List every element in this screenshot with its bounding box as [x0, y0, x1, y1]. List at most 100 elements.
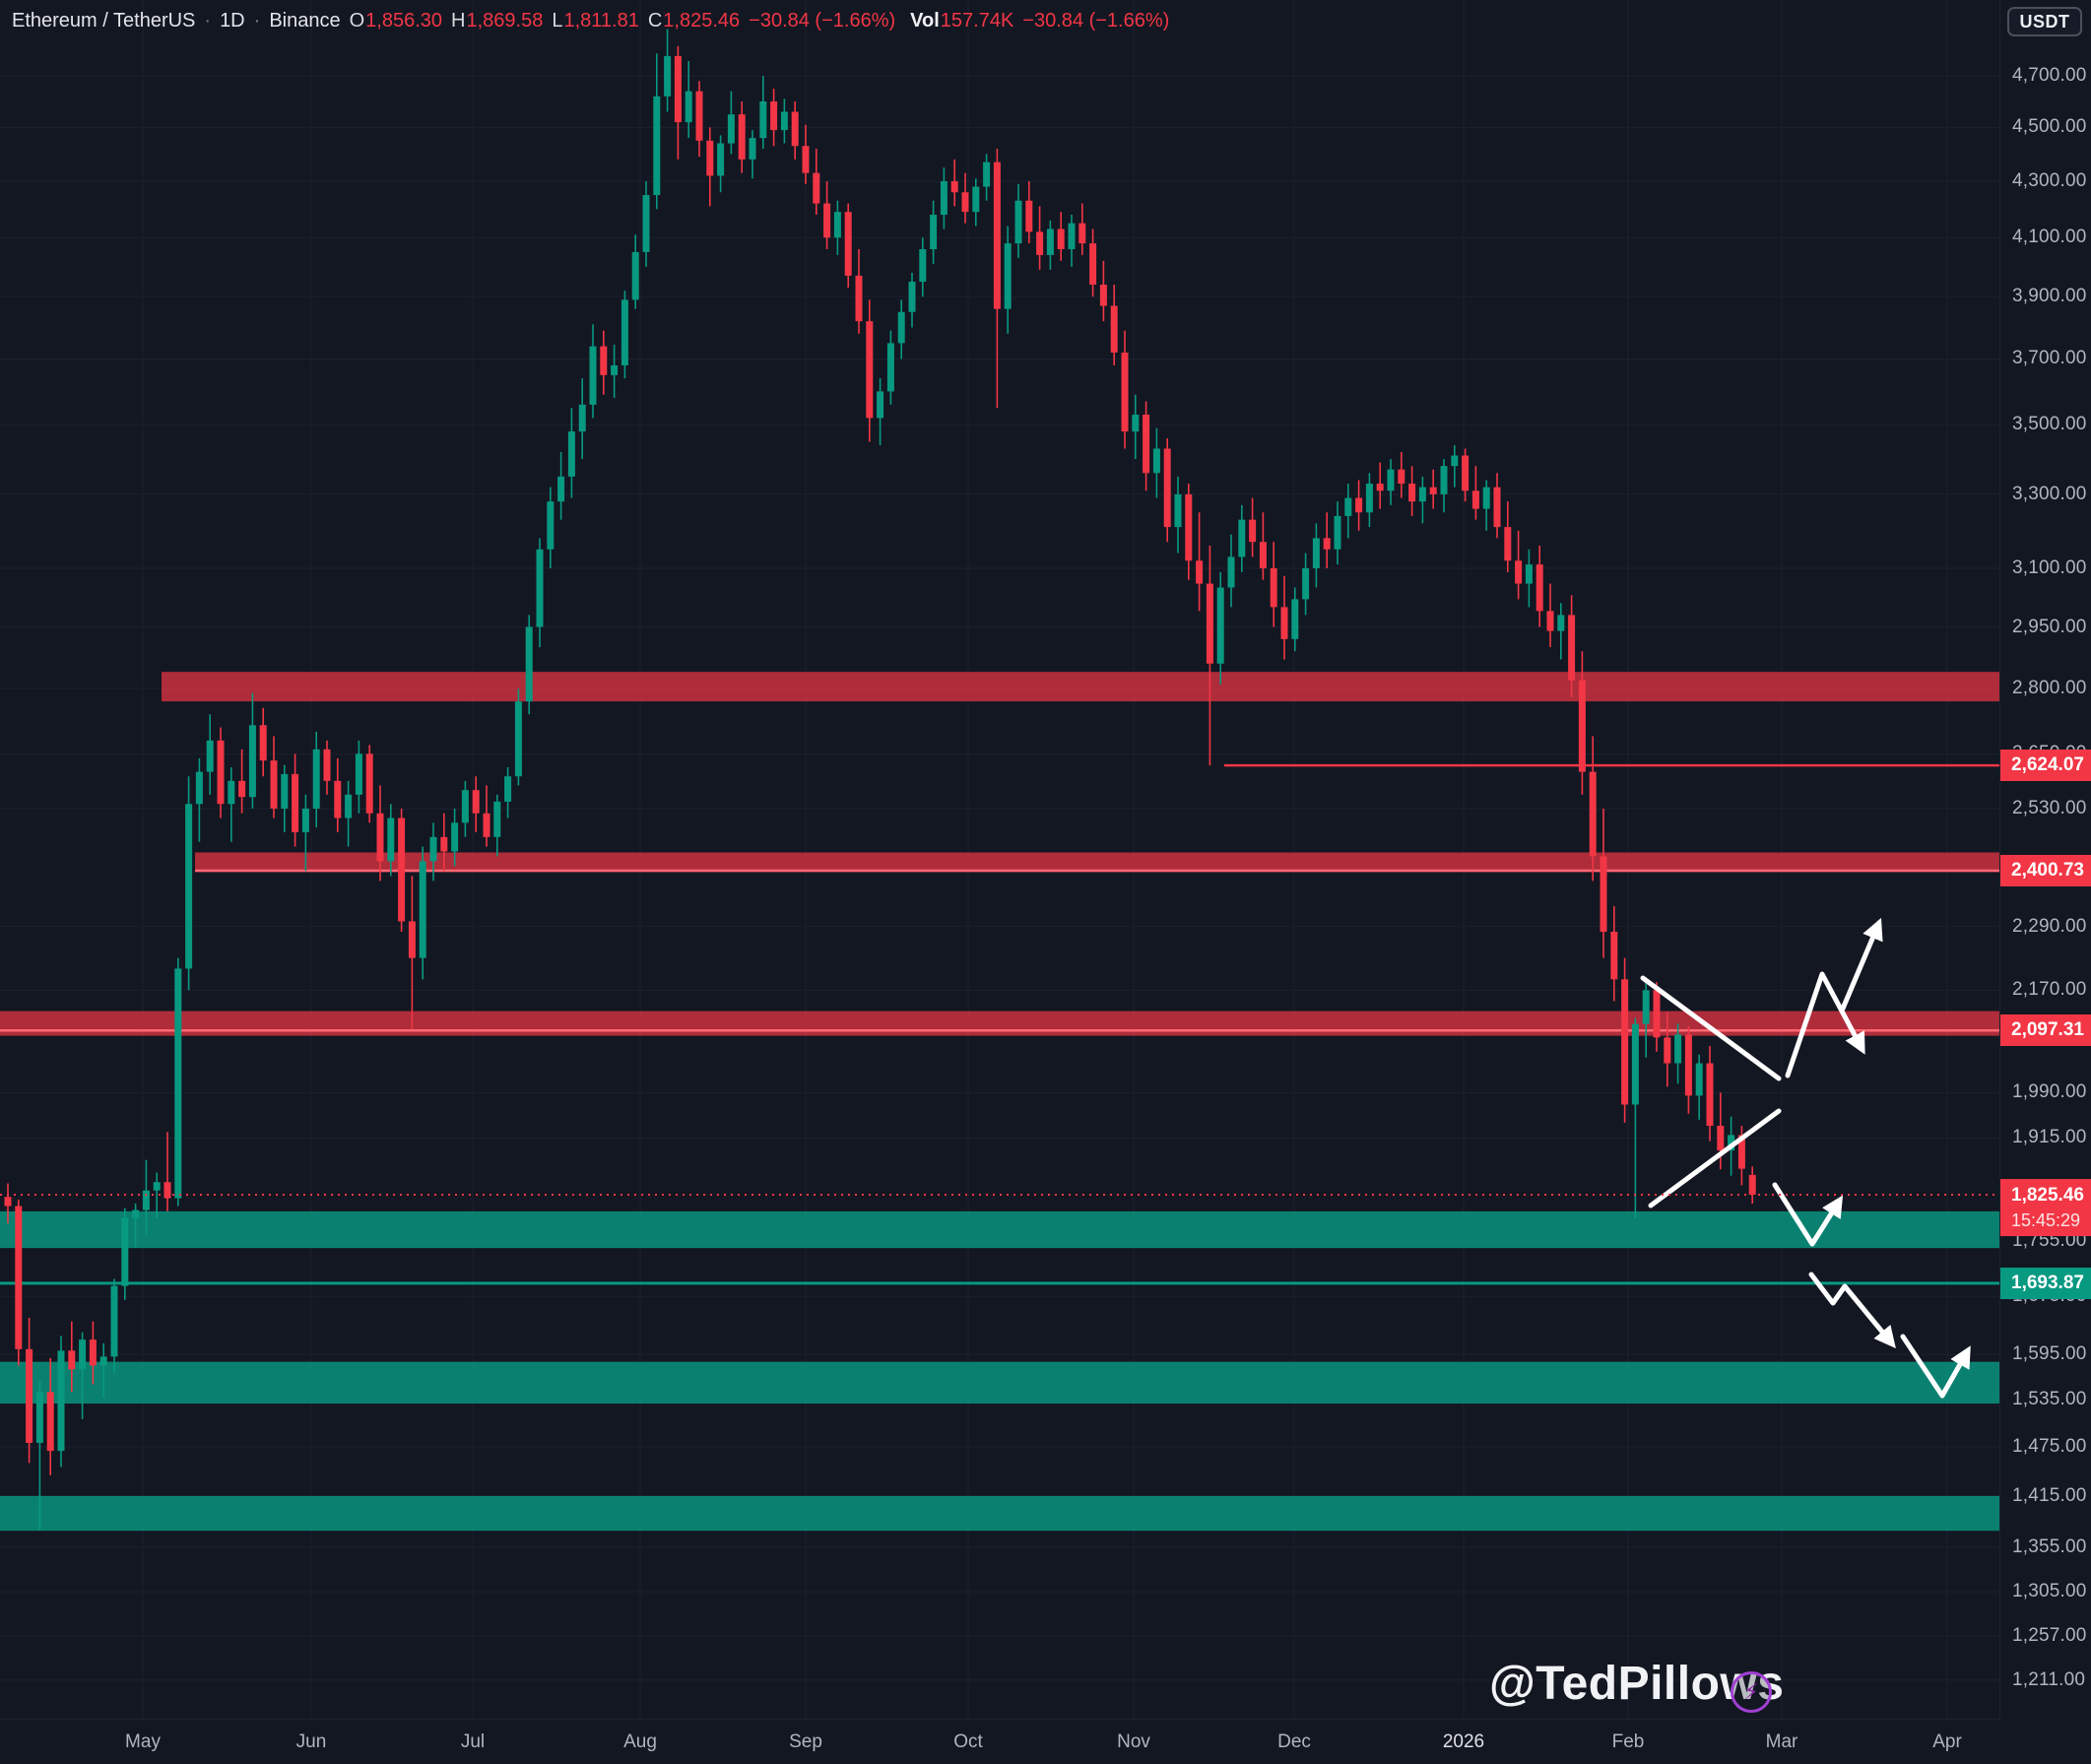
- candle: [855, 275, 863, 322]
- candle: [897, 311, 905, 344]
- candle: [387, 817, 395, 862]
- candle: [365, 753, 373, 814]
- candle: [57, 1350, 65, 1452]
- candle: [1196, 560, 1204, 584]
- candle: [1259, 542, 1267, 568]
- timeframe[interactable]: 1D: [220, 9, 245, 32]
- candle: [642, 195, 650, 252]
- price-tick-label: 2,530.00: [2012, 798, 2087, 818]
- triangle-lower-trendline[interactable]: [1648, 1108, 1782, 1209]
- time-axis[interactable]: May Jun Jul Aug Sep Oct Nov Dec 2026 Feb Mar Apr: [0, 1719, 1999, 1764]
- supply-2097-zone[interactable]: [0, 1011, 1999, 1036]
- candle: [1302, 567, 1310, 600]
- candle: [1216, 587, 1224, 664]
- price-tick-label: 1,595.00: [2012, 1343, 2087, 1365]
- symbol-name[interactable]: Ethereum / TetherUS: [12, 9, 196, 32]
- time-tick-label: 2026: [1442, 1731, 1485, 1752]
- candle: [132, 1209, 140, 1218]
- currency-toggle-button[interactable]: USDT: [2007, 7, 2082, 36]
- candle: [345, 794, 353, 818]
- candle: [1589, 771, 1597, 857]
- candle: [472, 790, 480, 814]
- candle: [281, 773, 289, 810]
- candle: [259, 725, 267, 761]
- candle: [1025, 200, 1033, 232]
- price-change: −30.84 (−1.66%): [749, 9, 896, 32]
- supply-demand-zones[interactable]: [0, 672, 1999, 1532]
- candle: [334, 780, 342, 818]
- level-price-label: 1,693.87: [2000, 1267, 2091, 1299]
- bearish-zigzag-1[interactable]: [1808, 1272, 1896, 1348]
- candle: [323, 749, 331, 781]
- candle: [1046, 229, 1054, 255]
- candle: [1312, 538, 1320, 568]
- candle: [908, 281, 916, 312]
- candle: [1578, 680, 1586, 772]
- ohlc-open: O 1,856.30: [349, 9, 443, 32]
- price-tick-label: 1,355.00: [2012, 1535, 2087, 1557]
- candle: [1376, 484, 1384, 491]
- time-tick-label: Aug: [623, 1731, 657, 1752]
- demand-bounce-arrow[interactable]: [1772, 1182, 1844, 1247]
- candle: [1398, 469, 1405, 485]
- candle: [802, 146, 810, 173]
- candle: [695, 91, 703, 141]
- bullish-breakout-arrow[interactable]: [1840, 917, 1883, 1012]
- price-tick-label: 1,415.00: [2012, 1484, 2087, 1506]
- candle: [1695, 1063, 1703, 1096]
- candle: [1078, 223, 1086, 244]
- candle: [1344, 497, 1352, 516]
- candle: [1515, 560, 1523, 584]
- candle: [1004, 243, 1012, 309]
- candle: [355, 753, 362, 795]
- supply-2400-zone[interactable]: [195, 852, 1999, 873]
- price-tick-label: 1,535.00: [2012, 1389, 2087, 1410]
- price-tick-label: 3,700.00: [2012, 348, 2087, 369]
- candle: [770, 101, 778, 131]
- time-tick-label: Dec: [1277, 1731, 1311, 1752]
- candle: [1493, 487, 1501, 528]
- ohlc-high: H 1,869.58: [451, 9, 544, 32]
- candle: [174, 968, 182, 1199]
- horizontal-level-lines[interactable]: [0, 763, 1999, 1285]
- candle: [493, 801, 501, 837]
- exchange-name[interactable]: Binance: [269, 9, 341, 32]
- price-axis[interactable]: 4,700.00 4,500.00 4,300.00 4,100.00 3,900.00…: [1999, 0, 2091, 1719]
- candle: [1568, 615, 1576, 681]
- triangle-upper-trendline[interactable]: [1640, 975, 1782, 1081]
- candle: [1323, 538, 1331, 550]
- candle: [419, 861, 426, 958]
- candle: [961, 192, 969, 213]
- candle: [1365, 484, 1373, 513]
- demand-1530-1585-zone[interactable]: [0, 1361, 1999, 1405]
- candle: [408, 921, 416, 958]
- current-price-label: 1,825.46 15:45:29: [2000, 1179, 2091, 1236]
- bullish-zigzag-retest[interactable]: [1785, 971, 1865, 1078]
- candle: [1440, 466, 1448, 494]
- candle: [1227, 556, 1235, 588]
- candle: [35, 1392, 43, 1443]
- candle: [238, 780, 246, 798]
- supply-2800-zone[interactable]: [162, 672, 1999, 702]
- candle: [1355, 497, 1363, 513]
- candle: [514, 701, 522, 777]
- demand-1374-1415-zone[interactable]: [0, 1495, 1999, 1532]
- candle: [1642, 990, 1650, 1024]
- bar-countdown: 15:45:29: [2011, 1209, 2081, 1230]
- candle: [685, 91, 692, 123]
- hand-drawn-annotations[interactable]: [1640, 917, 1971, 1399]
- candle: [1099, 285, 1107, 306]
- demand-1745-1800-zone[interactable]: [0, 1210, 1999, 1249]
- bearish-zigzag-2[interactable]: [1900, 1334, 1971, 1399]
- candle: [163, 1182, 171, 1199]
- price-tick-label: 3,100.00: [2012, 556, 2087, 578]
- candle: [664, 55, 672, 97]
- price-tick-label: 1,211.00: [2012, 1668, 2086, 1690]
- candle: [1621, 979, 1629, 1105]
- candle: [600, 346, 608, 375]
- candle: [1089, 243, 1097, 286]
- candle: [1249, 519, 1257, 543]
- price-tick-label: 1,475.00: [2012, 1436, 2087, 1458]
